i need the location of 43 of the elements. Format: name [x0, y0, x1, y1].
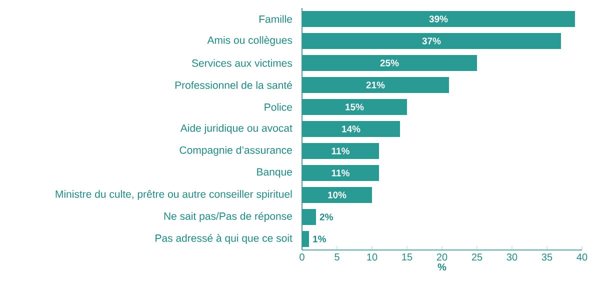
data-label: 15% — [346, 104, 364, 110]
y-tick-label: Amis ou collègues — [207, 36, 292, 46]
y-tick-label: Professionnel de la santé — [175, 81, 292, 89]
y-tick-label: Aide juridique ou avocat — [180, 124, 292, 134]
data-label: 21% — [366, 82, 385, 88]
bar — [302, 11, 575, 27]
x-tick-label: 10 — [367, 254, 378, 261]
data-label: 39% — [429, 16, 448, 22]
y-tick-label: Pas adressé à qui que ce soit — [156, 234, 292, 244]
bar — [302, 32, 561, 49]
y-tick-label: Famille — [259, 15, 292, 23]
bar — [302, 98, 407, 115]
data-label: 1% — [313, 236, 326, 242]
y-tick-label: Banque — [257, 168, 292, 178]
bar — [302, 164, 379, 181]
x-tick-label: 20 — [436, 254, 448, 261]
x-axis-title: % — [438, 263, 446, 271]
y-tick-label: Ministre du culte, prêtre ou autre conseiller spirituel — [56, 190, 292, 200]
x-tick-label: 30 — [506, 254, 518, 261]
data-label: 25% — [380, 60, 399, 66]
x-tick-label: 35 — [542, 254, 552, 261]
x-tick-label: 40 — [576, 254, 588, 261]
data-label: 10% — [328, 192, 346, 198]
bar — [302, 55, 477, 71]
data-label: 11% — [332, 170, 350, 176]
data-label: 14% — [342, 126, 360, 132]
y-tick-label: Ne sait pas/Pas de réponse — [164, 212, 292, 222]
bar — [302, 142, 379, 159]
x-tick-label: 25 — [472, 254, 482, 261]
bar — [302, 186, 372, 203]
bar — [302, 120, 400, 137]
y-tick-label: Compagnie d’assurance — [180, 146, 292, 156]
data-label: 11% — [332, 148, 350, 154]
y-tick-label: Police — [264, 103, 292, 111]
data-label: 37% — [422, 38, 441, 44]
y-tick-label: Services aux victimes — [192, 59, 292, 67]
x-tick-label: 15 — [402, 254, 412, 260]
x-tick-label: 5 — [334, 254, 340, 260]
x-tick-label: 0 — [300, 254, 304, 261]
bar — [302, 208, 316, 225]
bar — [302, 230, 309, 247]
data-label: 2% — [320, 214, 334, 220]
bar — [302, 77, 449, 93]
